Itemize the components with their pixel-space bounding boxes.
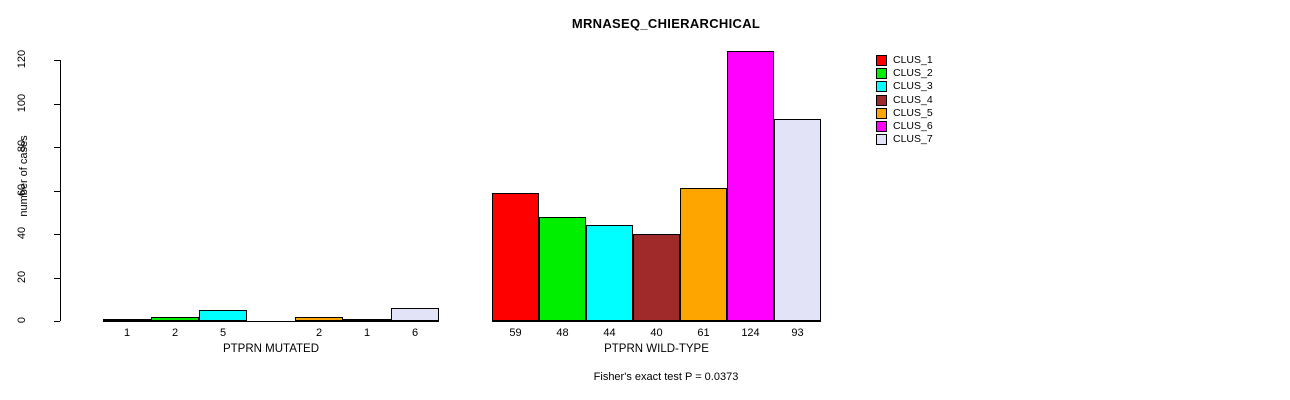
legend-item-label: CLUS_6 <box>893 120 933 133</box>
y-axis-tick-mark <box>54 234 60 235</box>
legend-item[interactable]: CLUS_7 <box>876 133 1006 146</box>
group-axis-title: PTPRN MUTATED <box>222 343 320 355</box>
bar[interactable] <box>199 310 247 321</box>
y-axis-tick-mark <box>54 103 60 105</box>
bar-group: 1 2 5 2 1 6 PTPRN MUTATED <box>103 0 439 400</box>
group-axis-title: PTPRN WILD-TYPE <box>604 343 709 355</box>
legend-item[interactable]: CLUS_5 <box>876 107 1006 120</box>
bar[interactable] <box>774 118 821 321</box>
y-axis-tick-mark <box>54 147 60 148</box>
legend-item[interactable]: CLUS_3 <box>876 80 1006 93</box>
bar-value-label: 48 <box>556 327 569 339</box>
bar[interactable] <box>680 188 727 321</box>
bar[interactable] <box>151 316 199 321</box>
group-baseline <box>492 321 821 322</box>
legend-color-swatch <box>876 55 887 67</box>
legend-item-label: CLUS_3 <box>893 80 933 93</box>
bar[interactable] <box>727 51 774 321</box>
bar[interactable] <box>295 316 343 321</box>
legend: CLUS_1 CLUS_2 CLUS_3 CLUS_4 CLUS_5 CLUS_6 CLUS… <box>876 54 1006 146</box>
bar-value-label: 44 <box>603 327 616 339</box>
bar-value-label: 1 <box>123 327 131 339</box>
y-axis-tick-label: 0 <box>16 316 28 324</box>
bar-value-label: 40 <box>650 327 663 339</box>
legend-color-swatch <box>876 94 887 106</box>
bar[interactable] <box>633 234 680 321</box>
bar[interactable] <box>586 225 633 321</box>
y-axis-tick-mark <box>54 60 60 61</box>
legend-item-label: CLUS_1 <box>893 54 933 67</box>
legend-color-swatch <box>876 107 887 119</box>
legend-color-swatch <box>876 68 887 80</box>
bar[interactable] <box>539 216 586 321</box>
y-axis-tick-label: 20 <box>16 270 28 283</box>
legend-item[interactable]: CLUS_4 <box>876 94 1006 107</box>
bar-value-label: 93 <box>791 327 804 339</box>
bar-value-label: 61 <box>697 327 710 339</box>
legend-item[interactable]: CLUS_1 <box>876 54 1006 67</box>
bar-value-label: 2 <box>315 327 323 339</box>
legend-item[interactable]: CLUS_6 <box>876 120 1006 133</box>
y-axis-title: number of cases <box>18 135 30 217</box>
bar-group: 59 48 44 40 61 124 93 PTPRN WILD-TYPE <box>492 0 821 400</box>
legend-color-swatch <box>876 121 887 133</box>
legend-color-swatch <box>876 134 887 146</box>
legend-item[interactable]: CLUS_2 <box>876 67 1006 80</box>
legend-color-swatch <box>876 81 887 93</box>
bar[interactable] <box>343 318 391 321</box>
legend-item-label: CLUS_7 <box>893 133 933 146</box>
y-axis-tick-mark <box>54 190 60 192</box>
y-axis-tick-mark <box>54 277 60 279</box>
bar[interactable] <box>391 307 439 321</box>
bar[interactable] <box>103 318 151 321</box>
legend-item-label: CLUS_2 <box>893 67 933 80</box>
y-axis-line <box>60 60 61 321</box>
bar-value-label: 1 <box>363 327 371 339</box>
bar-value-label: 59 <box>509 327 522 339</box>
legend-item-label: CLUS_5 <box>893 106 933 119</box>
bar-value-label: 124 <box>741 327 760 339</box>
bar-value-label: 2 <box>171 327 179 339</box>
y-axis-tick-label: 120 <box>16 49 28 69</box>
bar-value-label: 5 <box>219 327 227 339</box>
footer-annotation: Fisher's exact test P = 0.0373 <box>593 371 739 383</box>
bar-value-label: 6 <box>411 327 419 339</box>
bar[interactable] <box>492 192 539 321</box>
chart-title: MRNASEQ_CHIERARCHICAL <box>571 16 761 31</box>
legend-item-label: CLUS_4 <box>893 93 933 106</box>
group-baseline <box>103 321 439 322</box>
y-axis-tick-mark <box>54 321 60 322</box>
